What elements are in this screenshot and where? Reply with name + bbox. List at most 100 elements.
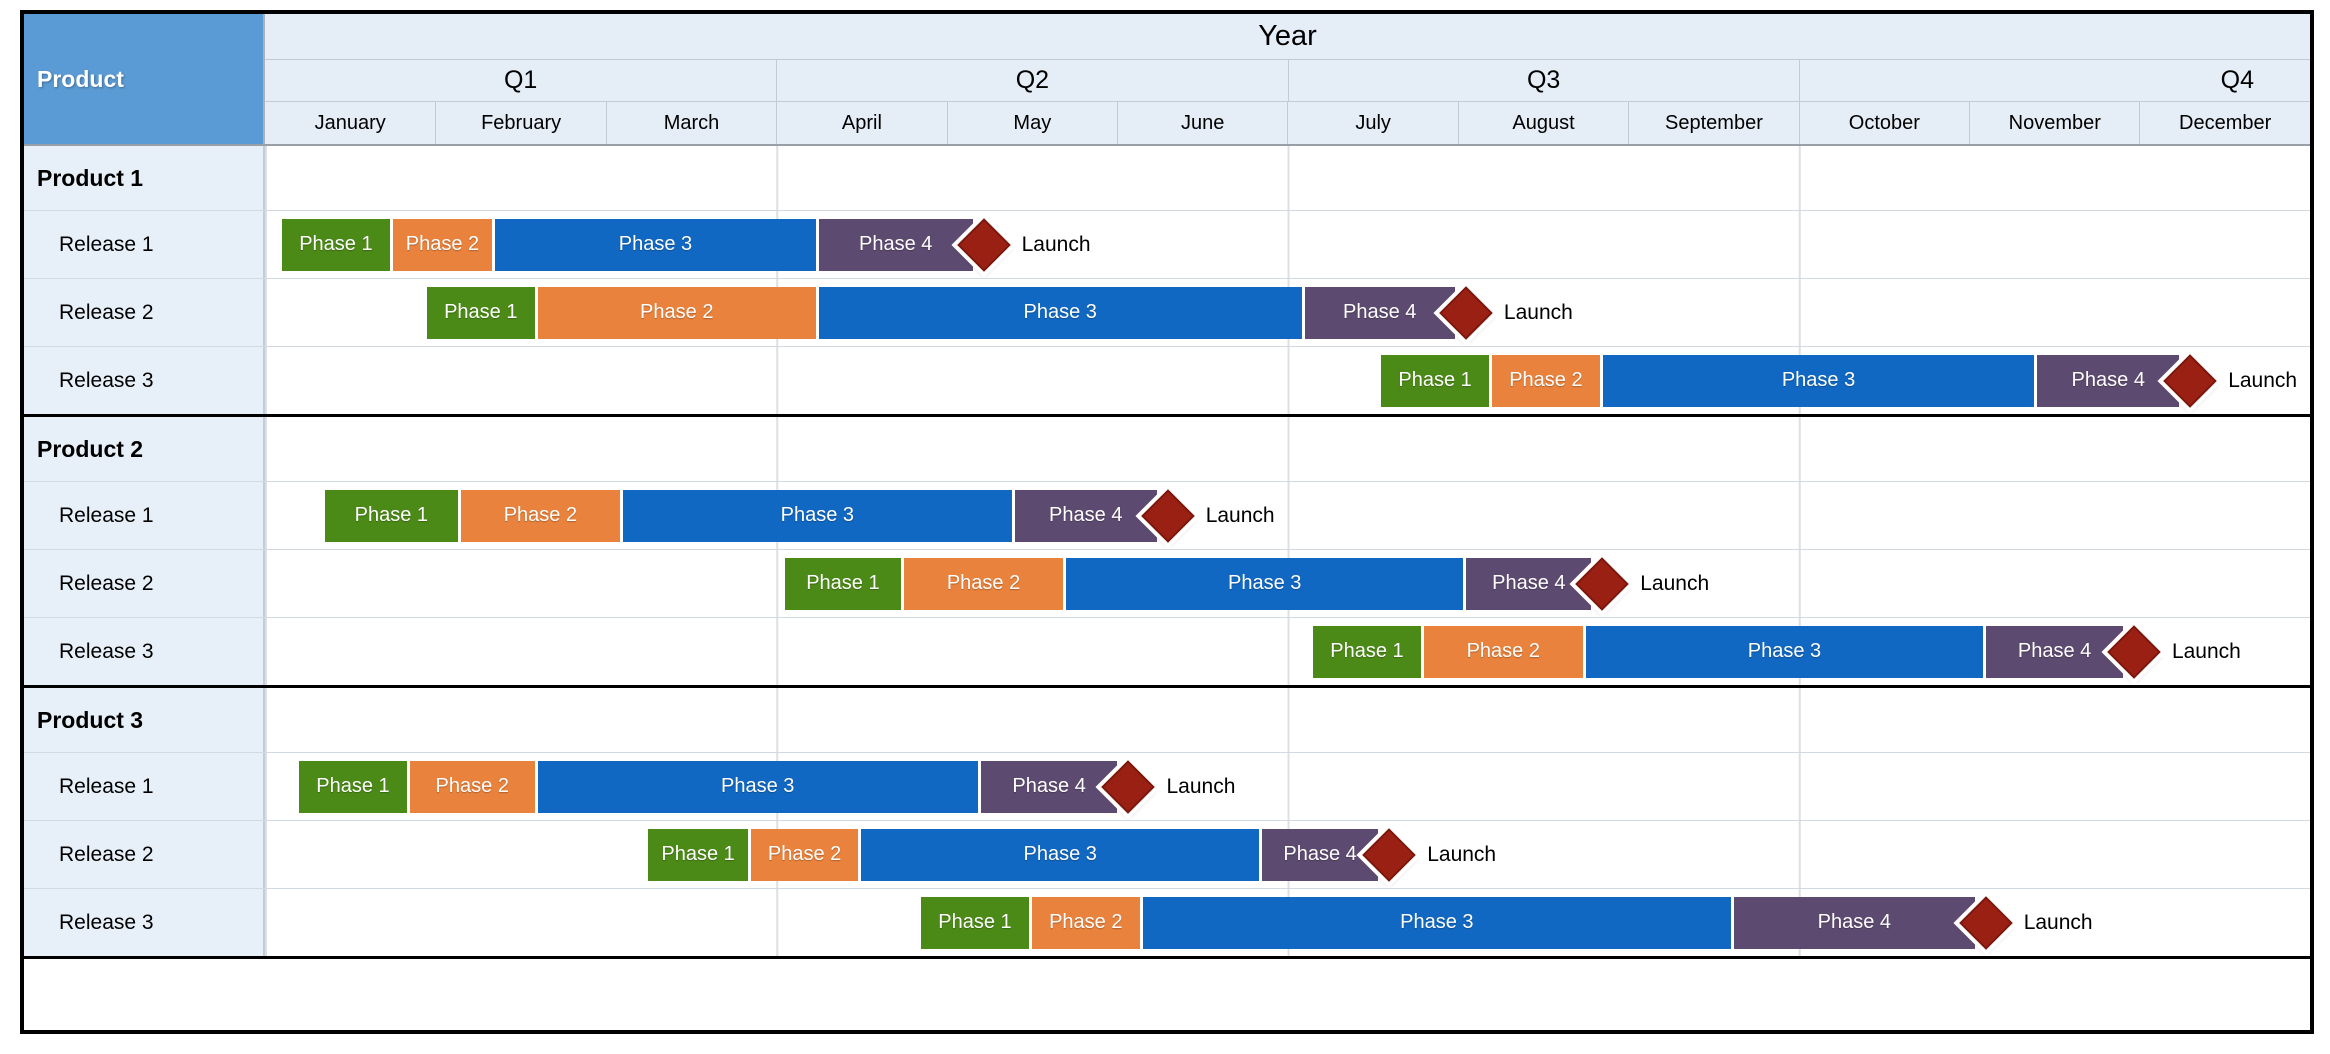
phase-bar-phase2[interactable]: Phase 2 <box>904 557 1063 610</box>
release-row: Release 1 Phase 1 Phase 2 Phase 3 Phase 4 Lau… <box>24 752 2310 820</box>
release-label-cell[interactable]: Release 2 <box>24 279 265 346</box>
phase-bar-phase4[interactable]: Phase 4 <box>818 218 973 271</box>
phase-bar-label: Phase 4 <box>1049 504 1123 526</box>
product-header-label: Product <box>37 65 124 92</box>
quarter-cell-q2[interactable]: Q2 <box>776 60 1287 101</box>
month-label: February <box>481 111 562 134</box>
phase-bar-label: Phase 3 <box>1227 572 1302 594</box>
phase-bar-label: Phase 4 <box>1343 301 1417 323</box>
quarter-cell-q1[interactable]: Q1 <box>265 60 776 101</box>
phase-bar-phase1[interactable]: Phase 1 <box>1381 354 1489 407</box>
quarter-cell-q4[interactable]: Q4 <box>1798 60 2310 101</box>
product-row: Product 3 <box>24 688 2310 752</box>
phase-bar-phase2[interactable]: Phase 2 <box>750 828 859 881</box>
year-header-label: Year <box>1258 20 1317 52</box>
phase-bar-phase3[interactable]: Phase 3 <box>495 218 816 271</box>
release-label-cell[interactable]: Release 2 <box>24 550 265 617</box>
phase-bar-phase4[interactable]: Phase 4 <box>1466 557 1592 610</box>
release-row: Release 1 Phase 1 Phase 2 Phase 3 Phase 4 Lau… <box>24 481 2310 549</box>
release-label: Release 1 <box>59 774 154 798</box>
phase-bar-phase3[interactable]: Phase 3 <box>1142 896 1731 949</box>
product-label-cell[interactable]: Product 3 <box>24 688 265 752</box>
phase-bar-phase2[interactable]: Phase 2 <box>537 286 816 339</box>
release-timeline: Phase 1 Phase 2 Phase 3 Phase 4 Launch <box>265 550 2310 617</box>
month-cell-april[interactable]: April <box>776 102 946 144</box>
phase-bar-phase2[interactable]: Phase 2 <box>392 218 493 271</box>
month-cell-february[interactable]: February <box>435 102 605 144</box>
bottom-empty-strip <box>24 956 2310 1030</box>
month-label: April <box>841 111 882 134</box>
phase-bar-phase1[interactable]: Phase 1 <box>324 489 458 542</box>
phase-bar-label: Phase 1 <box>938 911 1012 933</box>
phase-bar-phase3[interactable]: Phase 3 <box>1585 625 1984 678</box>
product-header-cell[interactable]: Product <box>24 14 265 144</box>
month-label: July <box>1355 111 1391 134</box>
launch-label: Launch <box>1166 774 1236 798</box>
phase-bar-label: Phase 3 <box>1400 911 1474 933</box>
month-cell-december[interactable]: December <box>2139 102 2309 144</box>
release-timeline: Phase 1 Phase 2 Phase 3 Phase 4 Launch <box>265 482 2310 549</box>
product-label-cell[interactable]: Product 1 <box>24 146 265 210</box>
phase-bar-phase1[interactable]: Phase 1 <box>282 218 390 271</box>
quarter-cell-q3[interactable]: Q3 <box>1287 60 1799 101</box>
phase-bar-phase2[interactable]: Phase 2 <box>1031 896 1140 949</box>
month-cell-august[interactable]: August <box>1457 102 1628 144</box>
release-timeline: Phase 1 Phase 2 Phase 3 Phase 4 Launch <box>265 347 2310 414</box>
phase-bar-phase3[interactable]: Phase 3 <box>622 489 1012 542</box>
product-label-cell[interactable]: Product 2 <box>24 417 265 481</box>
phase-bar-label: Phase 1 <box>354 504 428 526</box>
phase-bar-phase1[interactable]: Phase 1 <box>921 896 1029 949</box>
product-timeline <box>265 417 2310 481</box>
phase-bar-phase3[interactable]: Phase 3 <box>861 828 1259 881</box>
month-cell-may[interactable]: May <box>946 102 1117 144</box>
phase-bar-phase2[interactable]: Phase 2 <box>1423 625 1583 678</box>
release-label: Release 2 <box>59 842 154 866</box>
phase-bar-phase4[interactable]: Phase 4 <box>1986 625 2123 678</box>
release-row: Release 2 Phase 1 Phase 2 Phase 3 Phase 4 Lau… <box>24 820 2310 888</box>
month-cell-june[interactable]: June <box>1117 102 1287 144</box>
phase-bar-phase3[interactable]: Phase 3 <box>1602 354 2035 407</box>
release-label-cell[interactable]: Release 3 <box>24 889 265 956</box>
phase-bar-phase2[interactable]: Phase 2 <box>460 489 620 542</box>
phase-bar-phase4[interactable]: Phase 4 <box>1304 286 1455 339</box>
phase-bar-phase1[interactable]: Phase 1 <box>1313 625 1421 678</box>
release-label-cell[interactable]: Release 1 <box>24 753 265 820</box>
launch-label: Launch <box>1503 300 1573 324</box>
month-cell-march[interactable]: March <box>605 102 776 144</box>
phase-bar-label: Phase 4 <box>1492 572 1566 594</box>
phase-bar-phase1[interactable]: Phase 1 <box>648 828 748 881</box>
phase-bar-phase3[interactable]: Phase 3 <box>818 286 1302 339</box>
phase-bar-phase1[interactable]: Phase 1 <box>426 286 535 339</box>
month-cell-october[interactable]: October <box>1798 102 1969 144</box>
phase-bar-phase2[interactable]: Phase 2 <box>1492 354 1600 407</box>
phase-bar-phase1[interactable]: Phase 1 <box>299 760 407 813</box>
month-cell-january[interactable]: January <box>265 102 435 144</box>
release-label-cell[interactable]: Release 1 <box>24 211 265 278</box>
release-timeline: Phase 1 Phase 2 Phase 3 Phase 4 Launch <box>265 618 2310 685</box>
phase-bar-phase4[interactable]: Phase 4 <box>2037 354 2180 407</box>
release-timeline: Phase 1 Phase 2 Phase 3 Phase 4 Launch <box>265 211 2310 278</box>
month-label: September <box>1665 111 1763 134</box>
phase-bar-phase4[interactable]: Phase 4 <box>1261 828 1379 881</box>
phase-bar-label: Phase 2 <box>503 504 578 526</box>
quarter-label: Q4 <box>2220 66 2254 94</box>
phase-bar-phase4[interactable]: Phase 4 <box>1733 896 1975 949</box>
phase-bar-phase1[interactable]: Phase 1 <box>784 557 902 610</box>
release-label-cell[interactable]: Release 1 <box>24 482 265 549</box>
month-cell-november[interactable]: November <box>1969 102 2139 144</box>
year-header-cell[interactable]: Year <box>265 14 2310 60</box>
release-label-cell[interactable]: Release 3 <box>24 347 265 414</box>
phase-bar-phase3[interactable]: Phase 3 <box>537 760 978 813</box>
phase-bar-phase4[interactable]: Phase 4 <box>980 760 1118 813</box>
month-cell-july[interactable]: July <box>1287 102 1457 144</box>
phase-bar-label: Phase 4 <box>2071 369 2145 391</box>
phase-bar-phase4[interactable]: Phase 4 <box>1014 489 1157 542</box>
release-label-cell[interactable]: Release 2 <box>24 821 265 888</box>
release-label: Release 2 <box>59 300 154 324</box>
month-cell-september[interactable]: September <box>1628 102 1798 144</box>
phase-bar-phase2[interactable]: Phase 2 <box>409 760 535 813</box>
phase-bar-phase3[interactable]: Phase 3 <box>1065 557 1464 610</box>
release-label-cell[interactable]: Release 3 <box>24 618 265 685</box>
phase-bar-label: Phase 3 <box>1781 369 1856 391</box>
